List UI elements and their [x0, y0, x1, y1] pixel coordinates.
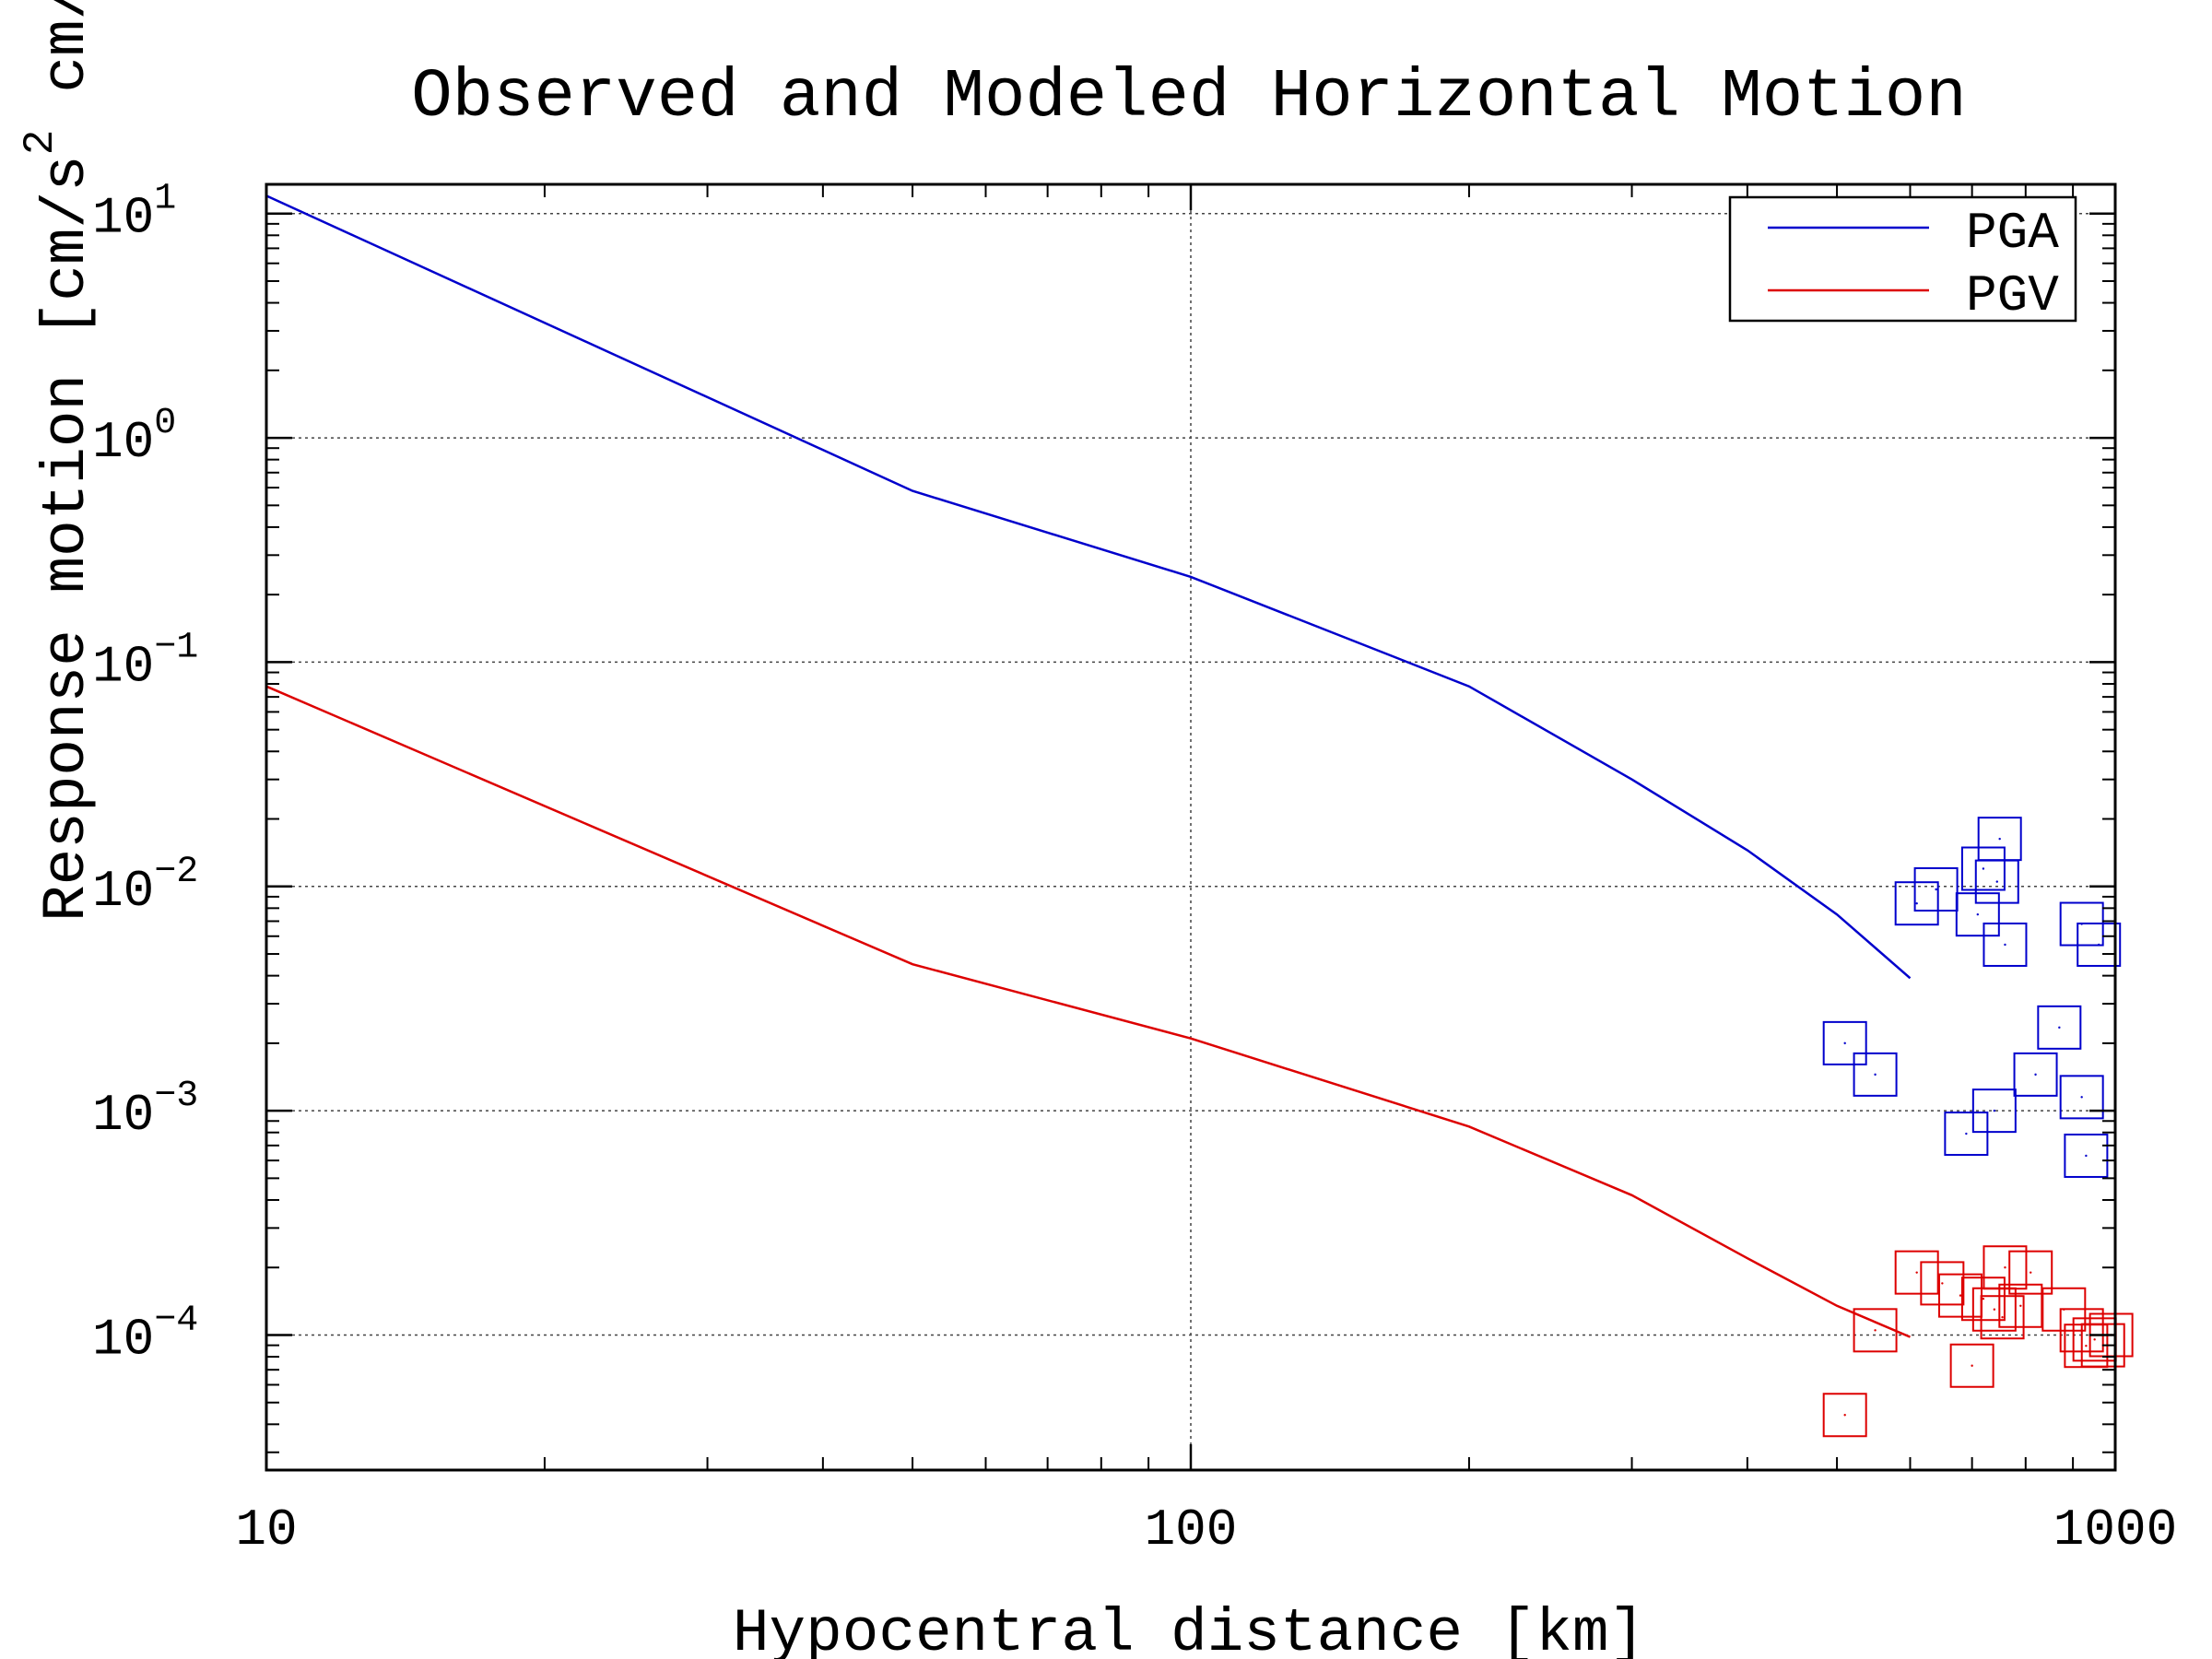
marker-pga-observed — [2059, 901, 2104, 947]
x-tick-label: 1000 — [2053, 1500, 2177, 1559]
marker-dot-pgv-observed — [2001, 1316, 2004, 1319]
marker-dot-pgv-observed — [1915, 1271, 1918, 1274]
y-tick-label: 10−4 — [92, 1300, 198, 1369]
marker-dot-pgv-observed — [2019, 1304, 2022, 1307]
marker-pga-observed — [1955, 892, 2000, 937]
marker-pga-observed — [1960, 846, 2006, 891]
marker-dot-pga-observed — [2085, 1154, 2088, 1158]
y-tick-label: 10−1 — [92, 627, 198, 696]
marker-pgv-observed — [1822, 1393, 1867, 1438]
x-axis-label: Hypocentral distance [km] — [733, 1599, 1645, 1659]
marker-pga-observed — [1971, 1088, 2017, 1134]
marker-pgv-observed — [2080, 1323, 2125, 1368]
legend-label-pgv: PGV — [1966, 266, 2059, 325]
x-tick-label: 100 — [1145, 1500, 1238, 1559]
marker-dot-pga-observed — [1995, 880, 1998, 883]
marker-dot-pga-observed — [1976, 912, 1980, 916]
marker-pga-observed — [1913, 866, 1959, 912]
grid — [266, 184, 2115, 1470]
marker-pgv-observed — [1853, 1308, 1898, 1353]
marker-dot-pgv-observed — [1874, 1329, 1877, 1332]
marker-dot-pgv-observed — [1982, 1298, 1985, 1300]
marker-pga-observed — [1944, 1112, 1989, 1157]
marker-dot-pgv-observed — [1843, 1414, 1846, 1417]
marker-pga-observed — [2059, 1075, 2104, 1120]
y-axis: 101 100 10−1 10−2 10−3 10−4 — [92, 179, 2115, 1453]
marker-pga-observed — [1983, 922, 2028, 967]
marker-dot-pga-observed — [1915, 902, 1918, 905]
marker-dot-pga-observed — [1843, 1041, 1846, 1045]
marker-pgv-observed — [1980, 1295, 2025, 1340]
marker-dot-pga-observed — [2080, 923, 2083, 925]
y-tick-label: 100 — [92, 403, 176, 472]
x-tick-label: 10 — [235, 1500, 297, 1559]
marker-dot-pga-observed — [1874, 1073, 1877, 1077]
y-tick-label: 10−2 — [92, 852, 198, 921]
y-axis-label-sup: 2 — [17, 130, 65, 156]
marker-dot-pga-observed — [2004, 943, 2006, 947]
legend-label-pga: PGA — [1966, 204, 2059, 263]
x-axis: 10 100 1000 — [235, 184, 2177, 1559]
marker-pgv-observed — [2008, 1250, 2053, 1295]
y-tick-label: 10−3 — [92, 1076, 198, 1145]
marker-dot-pgv-observed — [1959, 1294, 1962, 1297]
marker-dot-pgv-observed — [2030, 1271, 2032, 1274]
marker-dot-pga-observed — [1982, 867, 1985, 870]
marker-pga-observed — [1853, 1052, 1898, 1097]
marker-pgv-observed — [1949, 1343, 1994, 1388]
marker-dot-pga-observed — [1935, 888, 1937, 891]
marker-dot-pga-observed — [1998, 837, 2001, 841]
marker-dot-pgv-observed — [2093, 1338, 2096, 1341]
y-axis-label-tail: cm/s] — [32, 0, 101, 93]
marker-dot-pgv-observed — [2085, 1345, 2088, 1347]
marker-dot-pgv-observed — [2004, 1266, 2006, 1269]
y-axis-label-main: Response motion [cm/s — [32, 155, 101, 922]
marker-dot-pgv-observed — [1971, 1364, 1973, 1367]
marker-pgv-observed — [1920, 1261, 1965, 1306]
marker-dot-pga-observed — [1993, 1109, 1996, 1112]
legend-box — [1728, 195, 2077, 323]
legend: PGA PGV — [1728, 195, 2077, 325]
marker-pga-observed — [1894, 881, 1939, 926]
marker-pga-observed — [2013, 1052, 2058, 1097]
series-layer — [265, 194, 2134, 1438]
marker-dot-pga-observed — [2080, 1096, 2083, 1099]
y-tick-label: 101 — [92, 179, 176, 248]
marker-dot-pga-observed — [1965, 1132, 1968, 1135]
marker-pgv-observed — [1983, 1245, 2028, 1290]
marker-pga-observed — [2037, 1005, 2082, 1050]
chart-title: Observed and Modeled Horizontal Motion — [411, 59, 1966, 136]
svg-text:Response motion [cm/s2cm/s]: Response motion [cm/s2 cm/s] — [17, 0, 101, 922]
y-axis-label: Response motion [cm/s2 cm/s] — [17, 0, 101, 922]
marker-dot-pga-observed — [2034, 1073, 2037, 1077]
marker-dot-pgv-observed — [1993, 1308, 1996, 1311]
marker-dot-pgv-observed — [1941, 1282, 1944, 1285]
marker-pgv-observed — [1894, 1250, 1939, 1295]
marker-pga-observed — [1822, 1020, 1867, 1065]
marker-dot-pga-observed — [2058, 1026, 2061, 1030]
series-line-pgv — [265, 685, 1911, 1338]
series-line-pga — [265, 194, 1912, 980]
marker-pga-observed — [1977, 817, 2022, 862]
marker-pga-observed — [2064, 1133, 2109, 1178]
